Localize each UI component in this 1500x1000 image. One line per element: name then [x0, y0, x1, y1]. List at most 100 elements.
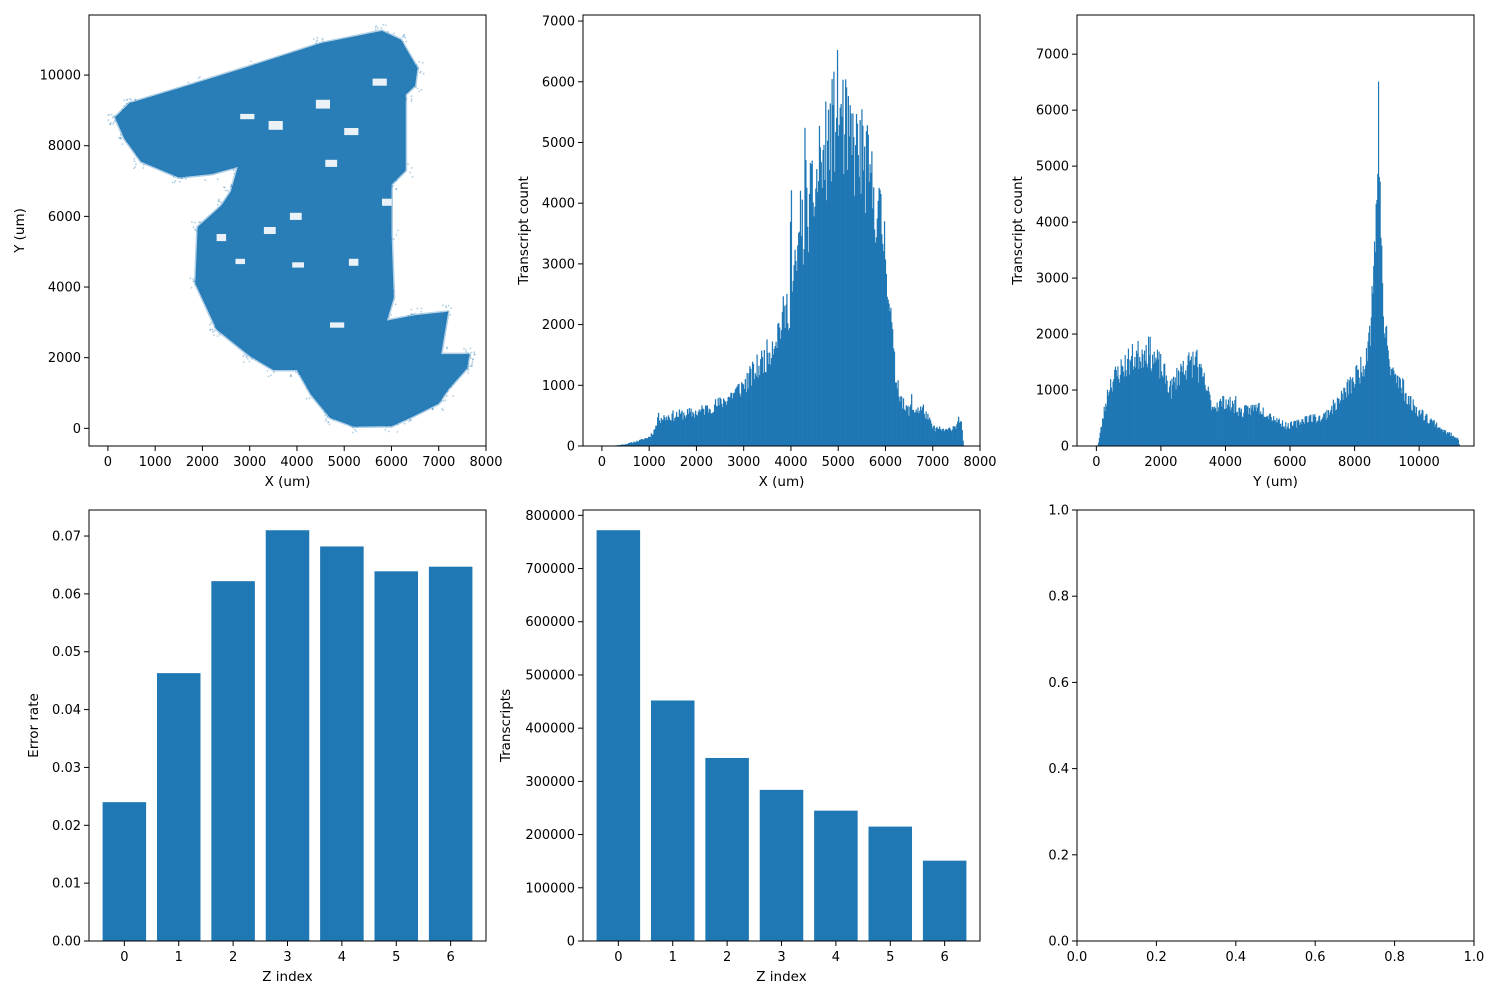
scatter-point: [223, 186, 226, 189]
histogram-bar: [1106, 389, 1109, 446]
histogram-bar: [641, 439, 643, 446]
scatter-point: [112, 115, 115, 117]
histogram-bar: [1126, 376, 1128, 446]
scatter-point: [407, 315, 410, 317]
scatter-point: [216, 335, 219, 337]
histogram-bar: [1219, 401, 1221, 446]
scatter-point: [420, 88, 423, 91]
histogram-bar: [750, 368, 752, 446]
histogram-bar: [671, 413, 673, 446]
y-tick-label: 1000: [542, 379, 575, 394]
scatter-point: [180, 170, 182, 173]
histogram-bar: [729, 397, 731, 446]
scatter-point: [473, 353, 476, 356]
scatter-point: [415, 319, 417, 322]
histogram-bar: [1175, 389, 1177, 446]
histogram-bar: [1244, 405, 1246, 446]
histogram-bar: [819, 147, 821, 446]
scatter-point: [184, 171, 186, 174]
histogram-bar: [648, 436, 651, 446]
scatter-point: [417, 67, 420, 69]
scatter-point: [471, 362, 473, 365]
histogram-bar: [1231, 400, 1234, 446]
x-tick-label: 0.2: [1146, 950, 1167, 965]
histogram-bar: [1265, 417, 1267, 446]
scatter-point: [267, 375, 270, 378]
x-tick-label: 5: [886, 950, 894, 965]
scatter-point: [315, 389, 318, 392]
scatter-point: [394, 420, 397, 423]
histogram-bar: [690, 408, 692, 446]
scatter-point: [129, 133, 132, 136]
histogram-bar: [911, 409, 914, 446]
histogram-bar: [1148, 336, 1150, 446]
histogram-bar: [941, 429, 944, 446]
histogram-bar: [1105, 403, 1107, 446]
histogram-bar: [700, 409, 702, 446]
histogram-bar: [945, 428, 947, 446]
histogram-bar: [1302, 419, 1304, 446]
histogram-bar: [1432, 421, 1434, 446]
histogram-bar: [672, 410, 674, 446]
scatter-point: [409, 70, 412, 73]
scatter-point: [243, 161, 246, 164]
histogram-bar: [1402, 378, 1404, 446]
histogram-bar: [960, 421, 962, 446]
scatter-point: [197, 232, 200, 235]
histogram-bar: [1294, 421, 1297, 446]
scatter-point: [471, 360, 474, 363]
histogram-bar: [1275, 422, 1277, 446]
histogram-bar: [1194, 365, 1196, 446]
histogram-bar: [1415, 407, 1418, 446]
scatter-point: [410, 100, 413, 102]
histogram-bar: [726, 401, 728, 446]
scatter-point: [437, 353, 439, 356]
histogram-bar: [913, 412, 915, 446]
scatter-point: [473, 351, 476, 354]
y-tick-label: 0.8: [1048, 590, 1069, 605]
panel-bar-transcripts: 0 1 2 3 4 5 6 0 100000 200000 300000 400000 500000 60…: [498, 509, 981, 985]
scatter-point: [189, 87, 192, 90]
histogram-bar: [1200, 363, 1202, 446]
histogram-bar: [1429, 419, 1431, 446]
histogram-bar: [896, 388, 898, 446]
histogram-bar: [776, 347, 778, 446]
histogram-bar: [828, 169, 831, 446]
histogram-bar: [928, 419, 930, 446]
bar-z-0: [596, 530, 641, 941]
histogram-bar: [649, 437, 652, 446]
y-tick-label: 10000: [40, 69, 81, 84]
scatter-point: [251, 65, 254, 68]
scatter-point: [386, 290, 389, 293]
y-tick-label: 6000: [48, 210, 81, 225]
scatter-point: [247, 357, 249, 360]
scatter-point: [250, 60, 252, 63]
scatter-point: [388, 422, 391, 425]
histogram-bar: [1198, 363, 1200, 446]
scatter-point: [407, 85, 410, 88]
scatter-point-region: [113, 29, 471, 429]
histogram-bar: [1207, 386, 1209, 446]
histogram-bar: [1206, 391, 1208, 446]
histogram-bar: [1406, 403, 1408, 446]
histogram-bar: [1143, 350, 1146, 446]
scatter-point: [141, 157, 144, 159]
histogram-bar: [660, 417, 662, 446]
histogram-bar: [958, 416, 960, 446]
scatter-point: [388, 230, 391, 232]
scatter-point: [194, 221, 196, 224]
scatter-point: [446, 347, 448, 350]
scatter-point: [174, 171, 177, 174]
histogram-bar: [638, 439, 641, 446]
scatter-gap: [372, 78, 387, 86]
bar-z-5: [868, 826, 913, 941]
histogram-bar: [1248, 407, 1251, 446]
histogram-bar: [1147, 367, 1149, 446]
histogram-bar: [1097, 442, 1100, 446]
scatter-gap: [344, 128, 359, 136]
scatter-point: [420, 70, 422, 73]
histogram-bar: [1171, 378, 1173, 446]
histogram-bar: [800, 236, 803, 446]
histogram-bar: [1106, 406, 1108, 446]
x-tick-label: 6000: [1273, 455, 1306, 470]
